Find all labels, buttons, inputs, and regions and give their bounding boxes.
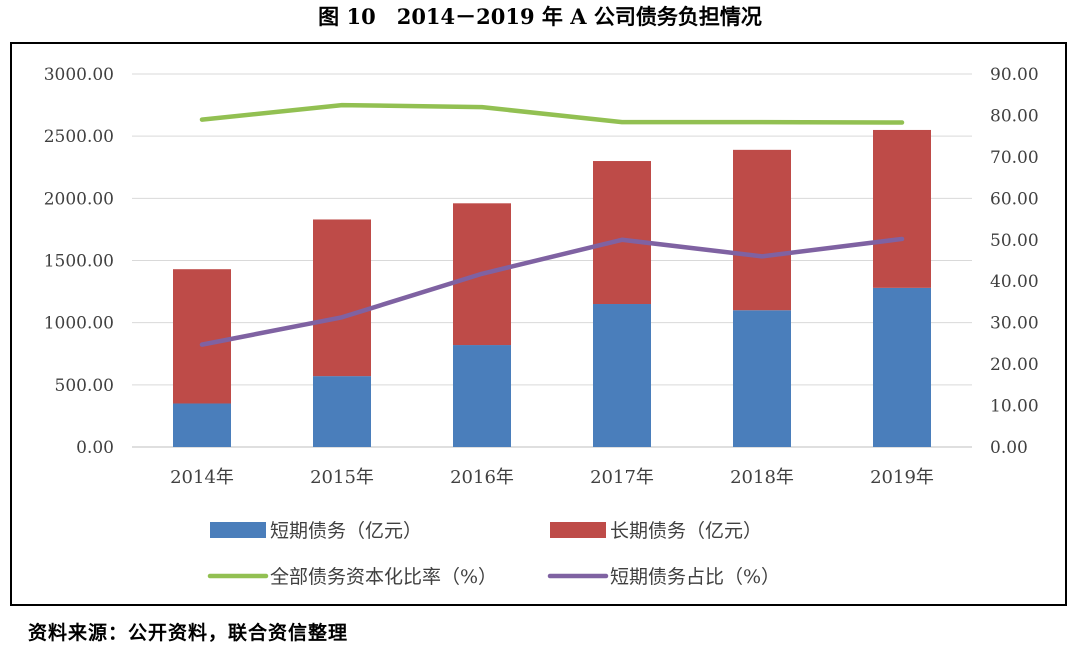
y-right-tick-label: 20.00 [990, 355, 1039, 375]
y-left-tick-label: 1000.00 [44, 314, 114, 334]
y-left-tick-label: 2000.00 [44, 189, 114, 209]
legend: 短期债务（亿元） 长期债务（亿元） 全部债务资本化比率（%） 短期债务占比（%） [207, 520, 780, 588]
x-tick-label: 2014年 [170, 467, 234, 488]
legend-swatch [550, 522, 606, 538]
lines [199, 102, 905, 347]
y-right-tick-label: 70.00 [990, 148, 1039, 168]
y-right-tick-label: 90.00 [990, 65, 1039, 85]
bar-short-term [733, 310, 791, 447]
x-tick-label: 2015年 [310, 467, 374, 488]
y-right-tick-label: 60.00 [990, 189, 1039, 209]
bar-short-term [873, 287, 931, 447]
y-left-tick-label: 0.00 [76, 438, 114, 458]
x-tick-label: 2016年 [450, 467, 514, 488]
y-right-tick-label: 50.00 [990, 231, 1039, 251]
bar-short-term [173, 403, 231, 447]
legend-swatch [210, 522, 266, 538]
legend-label: 全部债务资本化比率（%） [270, 566, 497, 588]
bar-short-term [313, 376, 371, 447]
y-left-tick-label: 3000.00 [44, 65, 114, 85]
x-tick-label: 2018年 [730, 467, 794, 488]
source-note: 资料来源：公开资料，联合资信整理 [28, 622, 349, 644]
bar-long-term [593, 161, 651, 305]
y-axis-left: 0.00 500.00 1000.00 1500.00 2000.00 2500.00 30… [44, 65, 114, 458]
bar-long-term [733, 149, 791, 311]
x-tick-label: 2017年 [590, 467, 654, 488]
chart-frame: 0.00 500.00 1000.00 1500.00 2000.00 2500.00 30… [10, 42, 1067, 606]
y-left-tick-label: 2500.00 [44, 127, 114, 147]
y-right-tick-label: 30.00 [990, 314, 1039, 334]
line-capitalization-ratio [199, 102, 905, 125]
y-right-tick-label: 0.00 [990, 438, 1028, 458]
x-axis: 2014年 2015年 2016年 2017年 2018年 2019年 [170, 467, 934, 488]
y-right-tick-label: 10.00 [990, 397, 1039, 417]
x-tick-label: 2019年 [870, 467, 934, 488]
y-left-tick-label: 500.00 [55, 376, 114, 396]
chart-title: 图 10 2014－2019 年 A 公司债务负担情况 [318, 4, 762, 29]
line-short-term-share [199, 236, 905, 347]
legend-label: 短期债务占比（%） [610, 566, 780, 588]
y-left-tick-label: 1500.00 [44, 252, 114, 272]
legend-label: 长期债务（亿元） [610, 520, 762, 542]
y-axis-right: 0.00 10.00 20.00 30.00 40.00 50.00 60.00 70.00 8… [990, 65, 1039, 458]
bar-long-term [873, 129, 931, 288]
y-right-tick-label: 40.00 [990, 272, 1039, 292]
y-right-tick-label: 80.00 [990, 106, 1039, 126]
bar-short-term [593, 304, 651, 447]
bar-long-term [173, 269, 231, 404]
legend-label: 短期债务（亿元） [270, 520, 422, 542]
bars [173, 129, 931, 447]
bar-long-term [313, 219, 371, 377]
chart: 0.00 500.00 1000.00 1500.00 2000.00 2500.00 30… [44, 65, 1039, 588]
bar-short-term [453, 345, 511, 447]
gridlines [132, 73, 972, 448]
